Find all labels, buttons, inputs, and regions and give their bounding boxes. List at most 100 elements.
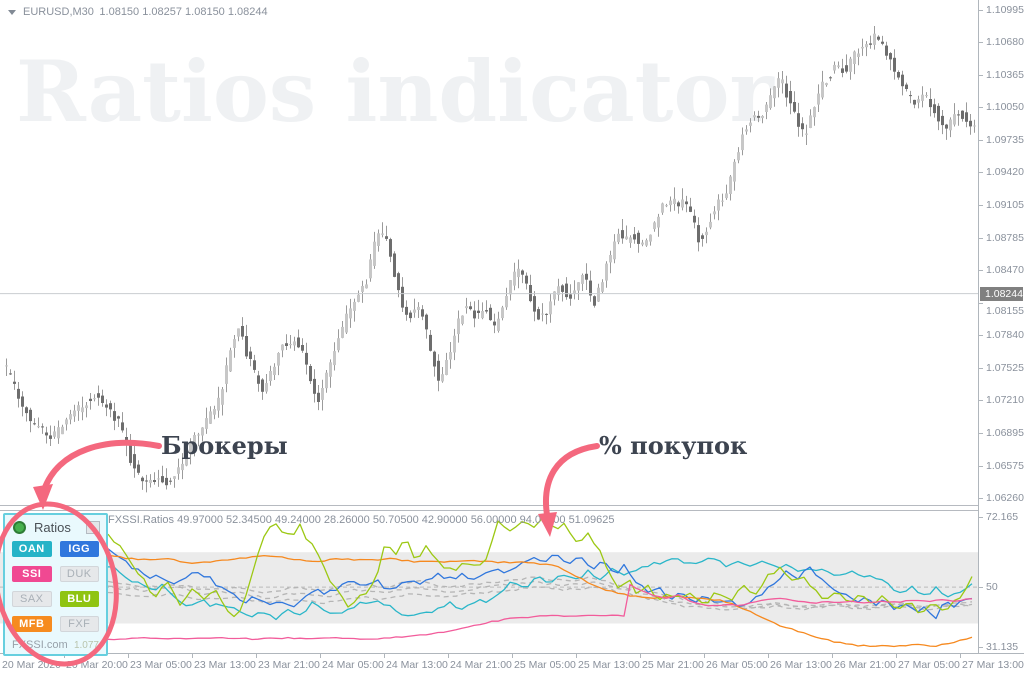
indicator-axis-label: 31.135 [986, 641, 1019, 653]
price-axis-tick [979, 270, 983, 271]
price-axis-tick [979, 107, 983, 108]
price-axis-label: 1.09420 [986, 166, 1024, 178]
broker-button-oan[interactable]: OAN [12, 541, 52, 557]
price-axis-label: 1.08155 [986, 305, 1024, 317]
price-axis-label: 1.10050 [986, 101, 1024, 113]
time-axis-label: 20 Mar 20:00 [66, 659, 128, 671]
time-axis-tick [896, 654, 897, 658]
price-axis-label: 1.08470 [986, 264, 1024, 276]
brand-link[interactable]: FXSSI.com [12, 639, 68, 651]
time-axis-label: 26 Mar 05:00 [706, 659, 768, 671]
price-axis-tick [979, 303, 983, 304]
pane-separator[interactable] [0, 505, 1024, 511]
indicator-line-sax [107, 586, 973, 611]
ratios-panel-footer: FXSSI.com 1.077 [5, 639, 106, 651]
candlestick-chart[interactable] [0, 0, 978, 505]
dropdown-triangle-icon[interactable] [8, 9, 16, 15]
time-axis-tick [512, 654, 513, 658]
current-price-badge: 1.08244 [980, 287, 1023, 301]
broker-button-duk[interactable]: DUK [59, 566, 99, 582]
ratios-panel-header: Ratios – [5, 515, 106, 539]
time-axis-tick [192, 654, 193, 658]
price-axis-tick [979, 75, 983, 76]
price-axis-tick [979, 42, 983, 43]
price-axis-label: 1.10680 [986, 36, 1024, 48]
indicator-axis-tick [979, 647, 983, 648]
price-axis-label: 1.07840 [986, 329, 1024, 341]
time-axis-tick [384, 654, 385, 658]
time-axis[interactable]: 20 Mar 2020 20 Mar 20:00 23 Mar 05:00 23 Ma… [0, 653, 1024, 676]
ratios-panel-title: Ratios [34, 520, 71, 535]
price-axis-tick [979, 172, 983, 173]
time-axis-label: 23 Mar 13:00 [194, 659, 256, 671]
time-axis-tick [576, 654, 577, 658]
price-axis-tick [979, 466, 983, 467]
price-axis-label: 1.06260 [986, 492, 1024, 504]
time-axis-tick [832, 654, 833, 658]
price-axis[interactable]: 1.10995 1.10680 1.10365 1.10050 1.09735 1.094… [978, 0, 1024, 653]
time-axis-tick [256, 654, 257, 658]
time-axis-label: 24 Mar 13:00 [386, 659, 448, 671]
time-axis-label: 26 Mar 13:00 [770, 659, 832, 671]
price-axis-label: 1.09735 [986, 134, 1024, 146]
price-axis-label: 1.06575 [986, 460, 1024, 472]
broker-button-fxf[interactable]: FXF [59, 616, 99, 632]
time-axis-label: 23 Mar 05:00 [130, 659, 192, 671]
indicator-axis-label: 72.165 [986, 511, 1019, 523]
broker-button-ssi[interactable]: SSI [12, 566, 52, 582]
price-axis-label: 1.09105 [986, 199, 1024, 211]
time-axis-label: 26 Mar 21:00 [834, 659, 896, 671]
time-axis-tick [640, 654, 641, 658]
indicator-axis-tick [979, 587, 983, 588]
indicator-axis-tick [979, 517, 983, 518]
time-axis-label: 25 Mar 13:00 [578, 659, 640, 671]
time-axis-label: 25 Mar 05:00 [514, 659, 576, 671]
broker-button-mfb[interactable]: MFB [12, 616, 52, 632]
price-axis-label: 1.07525 [986, 362, 1024, 374]
chart-header: EURUSD,M30 1.08150 1.08257 1.08150 1.082… [8, 6, 268, 18]
symbol-ohlc-text: EURUSD,M30 1.08150 1.08257 1.08150 1.082… [23, 6, 268, 18]
indicator-line-oan [107, 557, 973, 621]
price-axis-label: 1.10995 [986, 4, 1024, 16]
version-label: 1.077 [73, 640, 99, 651]
broker-button-blu[interactable]: BLU [59, 591, 99, 607]
time-axis-tick [320, 654, 321, 658]
indicator-line-igg [107, 548, 973, 620]
time-axis-tick [128, 654, 129, 658]
indicator-line-ssi [107, 583, 973, 641]
ratios-panel: Ratios – OAN IGG SSI DUK SAX BLU MFB FXF FXSSI.… [3, 513, 108, 656]
time-axis-label: 23 Mar 21:00 [258, 659, 320, 671]
buys-annotation-label: % покупок [599, 431, 748, 460]
time-axis-label: 27 Mar 05:00 [898, 659, 960, 671]
price-axis-tick [979, 335, 983, 336]
price-axis-label: 1.10365 [986, 69, 1024, 81]
watermark-text: Ratios indicator [16, 42, 774, 141]
indicator-line-mfb [107, 554, 973, 648]
indicator-axis-label: 50 [986, 581, 998, 593]
price-axis-tick [979, 238, 983, 239]
price-axis-tick [979, 368, 983, 369]
time-axis-tick [704, 654, 705, 658]
brokers-annotation-label: Брокеры [161, 431, 288, 460]
price-axis-label: 1.08785 [986, 232, 1024, 244]
time-axis-label: 25 Mar 21:00 [642, 659, 704, 671]
price-axis-tick [979, 433, 983, 434]
indicator-chart[interactable] [0, 511, 978, 653]
indicator-title: FXSSI.Ratios 49.97000 52.34500 49.24000 … [108, 514, 615, 526]
broker-buttons-grid: OAN IGG SSI DUK SAX BLU MFB FXF [5, 539, 106, 634]
time-axis-tick [768, 654, 769, 658]
price-axis-label: 1.07210 [986, 394, 1024, 406]
time-axis-label: 20 Mar 2020 [2, 659, 61, 671]
time-axis-label: 27 Mar 13:00 [962, 659, 1024, 671]
time-axis-label: 24 Mar 05:00 [322, 659, 384, 671]
minimize-button[interactable]: – [86, 521, 100, 534]
price-axis-tick [979, 400, 983, 401]
broker-button-igg[interactable]: IGG [59, 541, 99, 557]
status-dot-icon [13, 521, 26, 534]
time-axis-tick [960, 654, 961, 658]
price-axis-tick [979, 498, 983, 499]
time-axis-label: 24 Mar 21:00 [450, 659, 512, 671]
time-axis-tick [448, 654, 449, 658]
price-axis-tick [979, 140, 983, 141]
broker-button-sax[interactable]: SAX [12, 591, 52, 607]
